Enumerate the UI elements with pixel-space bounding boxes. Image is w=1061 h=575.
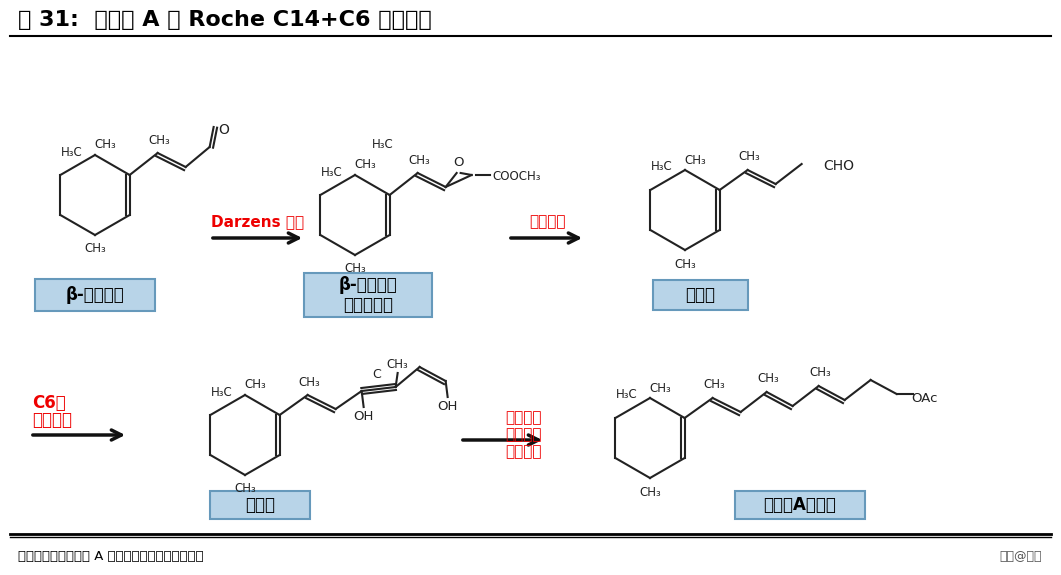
Text: 羟基溴化: 羟基溴化 — [505, 427, 541, 443]
Text: 头条@管是: 头条@管是 — [999, 550, 1042, 562]
Text: O: O — [219, 123, 229, 137]
Text: C6醇: C6醇 — [32, 394, 66, 412]
Text: C: C — [372, 369, 381, 381]
FancyBboxPatch shape — [210, 491, 310, 519]
Text: H₃C: H₃C — [211, 385, 232, 398]
FancyBboxPatch shape — [735, 491, 865, 519]
Text: COOCH₃: COOCH₃ — [492, 171, 541, 183]
Text: CH₃: CH₃ — [408, 154, 431, 167]
FancyBboxPatch shape — [305, 273, 432, 317]
Text: β-紫罗兰酮
缩水甘油酯: β-紫罗兰酮 缩水甘油酯 — [338, 275, 398, 315]
FancyBboxPatch shape — [35, 279, 155, 311]
Text: H₃C: H₃C — [321, 166, 343, 178]
Text: CH₃: CH₃ — [344, 263, 366, 275]
Text: H₃C: H₃C — [372, 139, 394, 151]
Text: H₃C: H₃C — [62, 145, 83, 159]
Text: β-紫罗兰酮: β-紫罗兰酮 — [66, 286, 124, 304]
Text: H₃C: H₃C — [616, 389, 638, 401]
Text: OH: OH — [437, 401, 458, 413]
Text: CH₃: CH₃ — [684, 154, 706, 167]
Text: 水解脱羧: 水解脱羧 — [529, 214, 567, 229]
Text: CH₃: CH₃ — [354, 159, 376, 171]
Text: CH₃: CH₃ — [738, 151, 761, 163]
Text: 碳骨架: 碳骨架 — [245, 496, 275, 514]
Text: CH₃: CH₃ — [84, 243, 106, 255]
Text: CHO: CHO — [823, 159, 855, 173]
Text: 选择加氢: 选择加氢 — [505, 411, 541, 425]
Text: 脱溴化氢: 脱溴化氢 — [505, 444, 541, 459]
Text: CH₃: CH₃ — [387, 358, 408, 371]
Text: CH₃: CH₃ — [649, 381, 671, 394]
Text: 十四醛: 十四醛 — [685, 286, 715, 304]
Text: CH₃: CH₃ — [94, 139, 116, 151]
Text: O: O — [453, 156, 464, 170]
Text: CH₃: CH₃ — [758, 373, 780, 385]
Text: CH₃: CH₃ — [244, 378, 266, 392]
Text: 格氏反应: 格氏反应 — [32, 411, 72, 429]
Text: CH₃: CH₃ — [810, 366, 832, 380]
Text: OAc: OAc — [911, 393, 938, 405]
Text: Darzens 反应: Darzens 反应 — [211, 214, 305, 229]
Text: CH₃: CH₃ — [639, 485, 661, 499]
FancyBboxPatch shape — [653, 280, 748, 310]
Text: 维生素A醋酸酯: 维生素A醋酸酯 — [764, 496, 836, 514]
Text: CH₃: CH₃ — [149, 133, 171, 147]
Text: H₃C: H₃C — [651, 160, 673, 174]
Text: 图 31:  维生素 A 的 Roche C14+C6 合成工艺: 图 31: 维生素 A 的 Roche C14+C6 合成工艺 — [18, 10, 432, 30]
Text: CH₃: CH₃ — [674, 258, 696, 270]
Text: 数据来源：《维生素 A 合成工艺评述》，东北证券: 数据来源：《维生素 A 合成工艺评述》，东北证券 — [18, 550, 204, 562]
Text: OH: OH — [353, 411, 373, 424]
Text: CH₃: CH₃ — [703, 378, 726, 392]
Text: CH₃: CH₃ — [299, 375, 320, 389]
Text: CH₃: CH₃ — [234, 482, 256, 496]
